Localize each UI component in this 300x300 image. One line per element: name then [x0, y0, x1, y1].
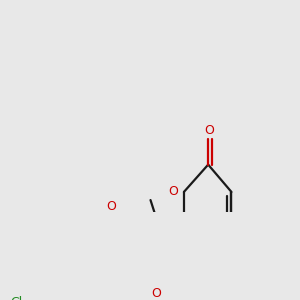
Text: O: O	[151, 287, 161, 300]
Text: O: O	[169, 185, 178, 198]
Text: O: O	[106, 200, 116, 213]
Text: O: O	[204, 124, 214, 137]
Text: Cl: Cl	[10, 296, 22, 300]
